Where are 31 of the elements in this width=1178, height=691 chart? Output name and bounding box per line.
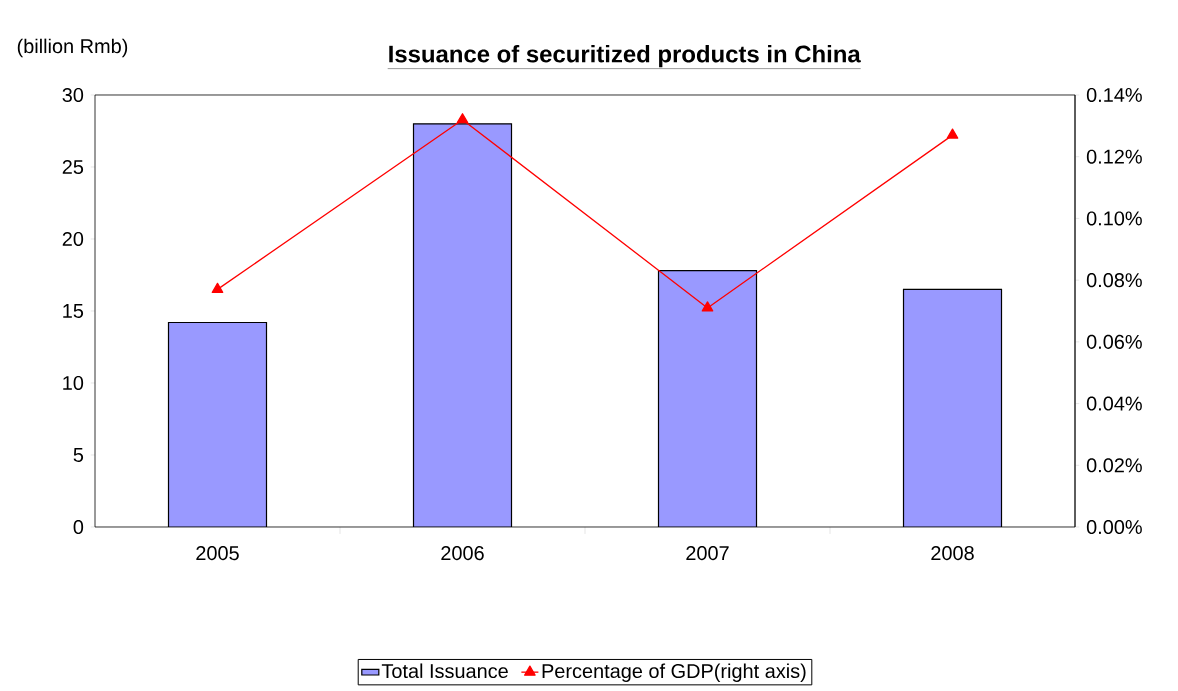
y-tick-label: 30 <box>62 87 84 103</box>
bar <box>412 123 513 527</box>
y-tick-label: 15 <box>63 304 84 318</box>
point <box>211 282 224 294</box>
x-tick-label: 2006 <box>441 546 484 561</box>
point <box>701 301 714 312</box>
bar <box>167 321 268 527</box>
x-tick-label: 2008 <box>931 546 974 561</box>
y2-tick-label: 0.02% <box>1086 458 1142 473</box>
x-tick-label: 2005 <box>196 546 239 561</box>
bar <box>657 270 758 527</box>
legend-label: Total Issuance <box>381 663 508 679</box>
chart-title: Issuance of securitized products in China <box>389 44 861 68</box>
point <box>946 128 959 139</box>
legend-label: Percentage of GDP(right axis) <box>542 663 806 683</box>
y2-tick-label: 0.12% <box>1086 149 1142 164</box>
point <box>456 113 469 124</box>
y2-tick-label: 0.10% <box>1086 211 1142 226</box>
y2-tick-label: 0.04% <box>1086 396 1142 411</box>
y-tick-label: 5 <box>73 448 84 462</box>
y2-tick-label: 0.00% <box>1086 519 1142 535</box>
y-axis-title: (billion Rmb) <box>17 38 128 58</box>
y-tick-label: 0 <box>73 519 84 535</box>
y-tick-label: 20 <box>62 231 84 247</box>
y-tick-label: 10 <box>63 375 84 391</box>
y2-tick-label: 0.08% <box>1086 273 1142 288</box>
y-tick-label: 25 <box>62 159 84 175</box>
y2-tick-label: 0.14% <box>1086 87 1142 103</box>
y2-tick-label: 0.06% <box>1086 334 1142 349</box>
bar <box>902 288 1003 527</box>
x-tick-label: 2007 <box>686 546 729 561</box>
